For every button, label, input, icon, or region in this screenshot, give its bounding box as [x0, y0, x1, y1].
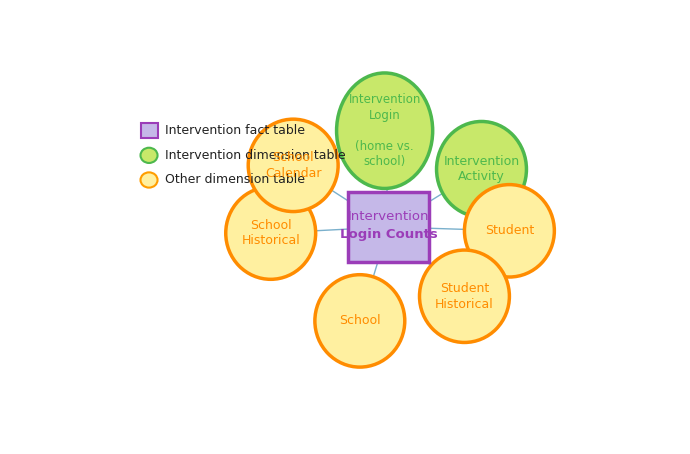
Ellipse shape — [248, 119, 338, 212]
Text: Intervention: Intervention — [348, 211, 429, 223]
Text: Student: Student — [485, 224, 534, 237]
Text: Intervention
Activity: Intervention Activity — [444, 155, 520, 183]
Ellipse shape — [337, 73, 433, 188]
Ellipse shape — [226, 187, 315, 279]
FancyBboxPatch shape — [348, 192, 429, 262]
FancyBboxPatch shape — [141, 123, 157, 138]
Text: School
Historical: School Historical — [241, 219, 300, 247]
Text: Intervention dimension table: Intervention dimension table — [166, 149, 346, 162]
Ellipse shape — [437, 122, 526, 217]
Ellipse shape — [141, 173, 157, 188]
Text: Intervention
Login

(home vs.
school): Intervention Login (home vs. school) — [348, 93, 421, 168]
Text: Intervention fact table: Intervention fact table — [166, 124, 305, 137]
Ellipse shape — [464, 185, 554, 277]
Ellipse shape — [315, 275, 405, 367]
Ellipse shape — [420, 250, 509, 342]
Text: Login Counts: Login Counts — [339, 228, 437, 241]
Text: School
Calendar: School Calendar — [265, 151, 322, 180]
Text: School: School — [339, 315, 381, 327]
Text: Student
Historical: Student Historical — [435, 282, 494, 311]
Ellipse shape — [141, 148, 157, 163]
Text: Other dimension table: Other dimension table — [166, 173, 305, 187]
